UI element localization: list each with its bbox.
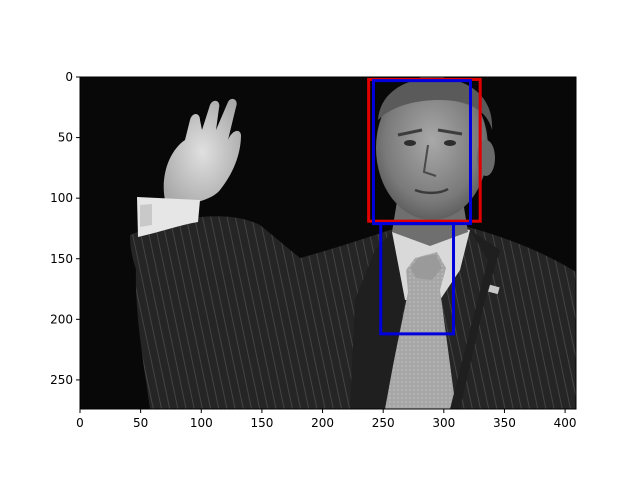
x-tick-label: 50 bbox=[133, 416, 148, 430]
tie bbox=[384, 252, 456, 409]
raised-hand bbox=[163, 98, 241, 205]
x-tick-label: 350 bbox=[493, 416, 516, 430]
right-lapel bbox=[450, 230, 500, 409]
x-tick-label: 150 bbox=[250, 416, 273, 430]
x-tick-label: 400 bbox=[554, 416, 577, 430]
tie-box-blue bbox=[379, 222, 456, 336]
head bbox=[376, 77, 488, 220]
y-axis: 0 50 100 150 200 250 bbox=[50, 70, 80, 387]
x-axis: 0 50 100 150 200 250 300 350 400 bbox=[76, 409, 577, 430]
hair bbox=[378, 77, 493, 130]
y-tick-label: 0 bbox=[65, 70, 73, 84]
y-tick-label: 100 bbox=[50, 191, 73, 205]
left-lapel bbox=[350, 232, 405, 409]
y-tick-label: 200 bbox=[50, 312, 73, 326]
y-tick-label: 250 bbox=[50, 373, 73, 387]
bounding-boxes bbox=[367, 77, 482, 336]
x-tick-label: 250 bbox=[372, 416, 395, 430]
x-tick-label: 100 bbox=[190, 416, 213, 430]
axes-frame bbox=[79, 76, 577, 410]
x-tick-label: 0 bbox=[76, 416, 84, 430]
y-tick-label: 50 bbox=[58, 131, 73, 145]
x-tick-label: 200 bbox=[311, 416, 334, 430]
x-tick-label: 300 bbox=[432, 416, 455, 430]
raised-arm-sleeve bbox=[130, 216, 300, 304]
y-tick-label: 150 bbox=[50, 252, 73, 266]
photo-image bbox=[80, 77, 576, 409]
lapel-pin bbox=[488, 284, 500, 295]
shirt-cuff bbox=[137, 197, 200, 237]
